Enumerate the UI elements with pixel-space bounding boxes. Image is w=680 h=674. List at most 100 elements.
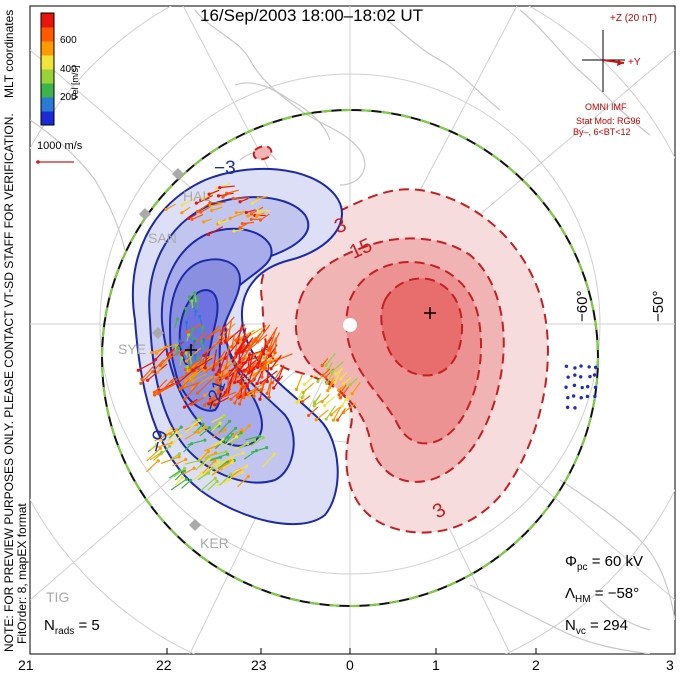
velocity-vector-origin bbox=[230, 461, 234, 465]
velocity-vector-origin bbox=[178, 387, 182, 391]
map-title: 16/Sep/2003 18:00–18:02 UT bbox=[200, 6, 424, 25]
velocity-vector bbox=[204, 385, 220, 396]
velocity-vector bbox=[185, 459, 200, 465]
velocity-vector-origin bbox=[197, 458, 201, 463]
velocity-vector-origin bbox=[169, 426, 173, 431]
velocity-vector-origin bbox=[251, 373, 256, 377]
velocity-vector bbox=[256, 324, 271, 343]
velocity-vector-origin bbox=[313, 400, 317, 404]
velocity-vector-origin bbox=[241, 451, 245, 455]
velocity-vector-origin bbox=[240, 350, 244, 354]
stat-nvc-sub: vc bbox=[575, 626, 586, 637]
velocity-vector-origin bbox=[165, 352, 170, 356]
velocity-vector bbox=[211, 429, 226, 439]
colorbar-segment bbox=[41, 97, 54, 112]
velocity-vector bbox=[159, 346, 178, 366]
velocity-vector bbox=[191, 359, 205, 370]
velocity-vector-origin bbox=[168, 444, 172, 448]
velocity-vector bbox=[214, 396, 230, 406]
velocity-vector bbox=[218, 192, 234, 197]
velocity-vector bbox=[220, 316, 235, 332]
velocity-vector bbox=[138, 360, 156, 371]
velocity-vector bbox=[187, 439, 206, 446]
velocity-vector-origin bbox=[225, 393, 229, 397]
velocity-vector-origin bbox=[234, 211, 238, 215]
velocity-vector bbox=[192, 373, 207, 382]
vector-scale-label: 1000 m/s bbox=[37, 140, 83, 152]
velocity-vector-origin bbox=[246, 214, 250, 218]
velocity-vector bbox=[184, 431, 198, 440]
velocity-vector bbox=[200, 477, 216, 492]
velocity-vector-origin bbox=[324, 375, 328, 379]
stat-lambda-value: = −58° bbox=[594, 585, 640, 602]
velocity-vector-origin bbox=[195, 391, 200, 395]
velocity-vector-origin bbox=[241, 356, 245, 361]
velocity-vector-origin bbox=[208, 201, 212, 205]
velocity-vector-origin bbox=[199, 415, 203, 419]
mlt-tick-1: 1 bbox=[432, 657, 440, 673]
velocity-vector-origin bbox=[247, 424, 251, 428]
velocity-vector bbox=[160, 456, 180, 465]
velocity-vector-origin bbox=[336, 418, 340, 422]
velocity-vector bbox=[332, 405, 342, 421]
stat-n-rads: Nrads = 5 bbox=[44, 617, 100, 637]
velocity-vector-origin bbox=[312, 404, 316, 408]
velocity-vector-origin bbox=[221, 195, 225, 199]
mlt-tick-3: 3 bbox=[666, 657, 674, 673]
velocity-vector bbox=[158, 427, 172, 440]
velocity-vector bbox=[204, 452, 216, 459]
velocity-vector-origin bbox=[174, 343, 178, 347]
velocity-vector-origin bbox=[197, 314, 202, 319]
velocity-vector-origin bbox=[217, 221, 222, 225]
velocity-vector-origin bbox=[270, 381, 274, 385]
velocity-vector-origin bbox=[564, 364, 569, 369]
velocity-vector-origin bbox=[211, 466, 215, 470]
velocity-vector bbox=[244, 382, 248, 395]
velocity-vector bbox=[226, 374, 230, 395]
imf-dial bbox=[582, 30, 625, 92]
station-label-hal: HAL bbox=[183, 188, 211, 204]
velocity-vector-origin bbox=[242, 395, 246, 400]
velocity-vector bbox=[181, 206, 191, 214]
velocity-vector bbox=[154, 433, 171, 442]
velocity-vector-origin bbox=[217, 460, 221, 464]
velocity-vector bbox=[189, 358, 203, 369]
velocity-vector-origin bbox=[273, 351, 277, 355]
velocity-vector-origin bbox=[579, 364, 583, 368]
mlt-tick-2: 2 bbox=[532, 657, 540, 673]
velocity-vector bbox=[235, 336, 247, 354]
velocity-vector-origin bbox=[295, 400, 299, 405]
velocity-vector bbox=[313, 399, 323, 407]
velocity-vector-origin bbox=[255, 340, 260, 344]
velocity-vector-origin bbox=[152, 390, 157, 394]
station-marker-sye bbox=[152, 327, 164, 339]
velocity-vector bbox=[182, 467, 195, 475]
velocity-vector-origin bbox=[180, 211, 184, 215]
velocity-vector bbox=[172, 458, 187, 467]
velocity-vector-origin bbox=[272, 386, 276, 390]
geomagnetic-pole-marker bbox=[343, 318, 357, 332]
velocity-vector bbox=[184, 382, 200, 400]
velocity-vector bbox=[277, 366, 284, 380]
velocity-vector-origin bbox=[184, 477, 188, 481]
velocity-vector bbox=[141, 364, 156, 380]
velocity-vector-origin bbox=[215, 479, 219, 483]
velocity-vector-origin bbox=[331, 418, 336, 422]
velocity-vector bbox=[170, 478, 187, 491]
velocity-vector-origin bbox=[200, 326, 205, 330]
colorbar-segment bbox=[41, 13, 54, 28]
mlt-tick-23: 23 bbox=[251, 657, 267, 673]
velocity-vector-origin bbox=[199, 210, 203, 214]
velocity-vector-origin bbox=[593, 385, 598, 390]
velocity-vector-origin bbox=[157, 392, 161, 396]
velocity-vector-origin bbox=[195, 297, 199, 301]
velocity-vector-origin bbox=[258, 218, 263, 222]
velocity-vector-origin bbox=[168, 355, 172, 359]
velocity-vector bbox=[230, 469, 241, 478]
velocity-vector bbox=[248, 353, 253, 373]
velocity-vector-origin bbox=[267, 354, 272, 358]
velocity-vector-origin bbox=[333, 380, 337, 384]
velocity-vector bbox=[170, 435, 182, 446]
velocity-vector-origin bbox=[572, 383, 577, 388]
velocity-vector-origin bbox=[265, 446, 269, 450]
